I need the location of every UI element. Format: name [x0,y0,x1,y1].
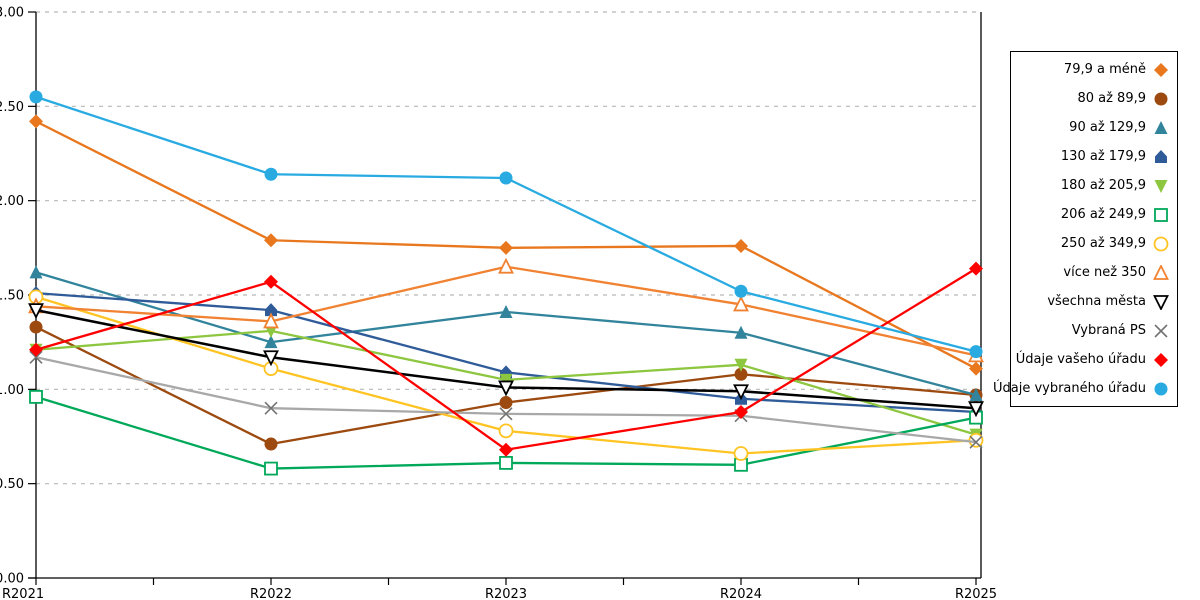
legend-item-label: 80 až 89,9 [1077,91,1146,106]
circle-marker-icon [1153,91,1169,107]
series-3 [29,265,983,401]
diamond-marker-icon [1153,62,1169,78]
legend-item-label: 250 až 349,9 [1060,236,1146,251]
y-tick-label: 1.50 [0,289,24,304]
legend-item: 206 až 249,9 [1015,207,1169,223]
y-tick-label: 2.00 [0,194,24,209]
legend-item-label: 180 až 205,9 [1060,178,1146,193]
legend-item: 79,9 a méně [1015,62,1169,78]
legend-item: Údaje vybraného úřadu [993,381,1169,397]
diamond-marker-icon [1153,352,1169,368]
legend-item-label: 79,9 a méně [1063,62,1146,77]
legend-item: 90 až 129,9 [1015,120,1169,136]
triangle-up-marker-icon [1153,120,1169,136]
series-10 [29,350,983,449]
x-tick-label: R2021 [2,587,44,600]
x-marker-icon [1153,323,1169,339]
x-tick-label: R2023 [485,587,527,600]
circle-marker-icon [1153,236,1169,252]
legend-item: Vybraná PS [1015,323,1169,339]
legend: 79,9 a méně 80 až 89,9 90 až 129,9 130 až 1… [993,51,1178,407]
legend-item-label: 130 až 179,9 [1060,149,1146,164]
square-marker-icon [1153,207,1169,223]
triangle-down-marker-icon [1153,178,1169,194]
y-tick-label: 2.50 [0,100,24,115]
circle-marker-icon [1153,381,1169,397]
y-tick-label: 3.00 [0,6,24,21]
triangle-up-marker-icon [1153,264,1169,281]
x-tick-label: R2022 [250,587,292,600]
legend-item: více než 350 [1015,264,1169,281]
legend-item: všechna města [1015,294,1169,310]
series-11 [29,261,983,457]
legend-item: 130 až 179,9 [1015,149,1169,165]
y-tick-label: 0.00 [0,572,24,587]
legend-item-label: 90 až 129,9 [1069,120,1146,135]
series-1 [29,114,983,376]
legend-item: 80 až 89,9 [1015,91,1169,107]
legend-item-label: 206 až 249,9 [1060,207,1146,222]
legend-item-label: více než 350 [1063,265,1146,280]
y-tick-label: 1.00 [0,383,24,398]
legend-item-label: Údaje vašeho úřadu [1015,352,1146,367]
x-tick-label: R2024 [720,587,762,600]
triangle-down-marker-icon [1153,294,1169,310]
legend-item-label: Údaje vybraného úřadu [992,381,1146,396]
x-tick-label: R2025 [955,587,997,600]
legend-item: 180 až 205,9 [1015,178,1169,194]
legend-item-label: Vybraná PS [1071,323,1146,338]
y-tick-label: 0.50 [0,477,24,492]
series-7 [28,289,984,461]
series-12 [29,90,983,359]
series-9 [28,303,984,418]
legend-item-label: všechna města [1047,294,1146,309]
legend-item: Údaje vašeho úřadu [1015,352,1169,368]
axes [28,11,982,585]
pentagon-marker-icon [1153,149,1169,165]
legend-item: 250 až 349,9 [1015,236,1169,252]
